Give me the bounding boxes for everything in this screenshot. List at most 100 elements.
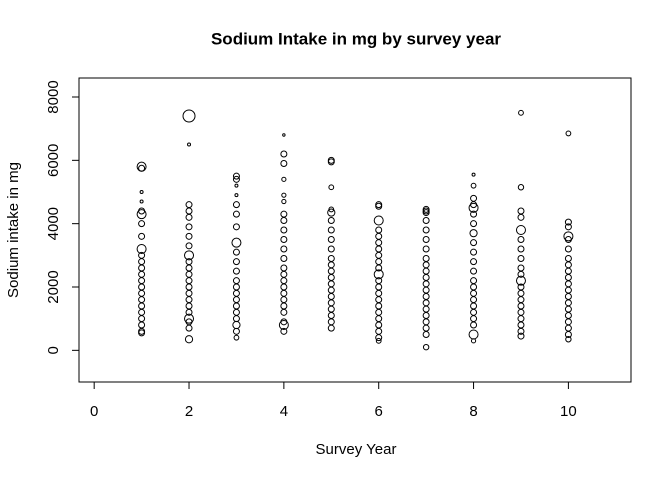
point bbox=[136, 209, 147, 220]
point bbox=[328, 184, 335, 191]
point bbox=[185, 242, 193, 250]
point bbox=[184, 335, 194, 344]
point bbox=[232, 248, 240, 256]
point bbox=[185, 232, 193, 240]
point bbox=[136, 244, 147, 254]
point bbox=[327, 226, 335, 234]
point bbox=[281, 198, 287, 205]
point bbox=[232, 201, 240, 209]
point bbox=[139, 199, 144, 204]
point bbox=[233, 334, 240, 341]
point bbox=[185, 223, 193, 231]
point bbox=[234, 183, 239, 188]
point bbox=[184, 250, 195, 261]
point bbox=[422, 226, 430, 234]
point bbox=[515, 225, 526, 235]
point bbox=[422, 245, 430, 253]
point bbox=[563, 231, 574, 242]
point bbox=[422, 343, 430, 351]
point bbox=[564, 218, 572, 226]
point bbox=[470, 258, 478, 266]
point bbox=[282, 133, 286, 137]
point bbox=[138, 329, 146, 337]
point bbox=[564, 236, 572, 243]
point bbox=[327, 324, 335, 332]
point bbox=[517, 245, 525, 253]
point bbox=[185, 213, 193, 221]
y-tick-label: 8000 bbox=[45, 80, 62, 113]
x-tick-label: 0 bbox=[90, 403, 98, 420]
y-tick-label: 0 bbox=[45, 346, 62, 354]
point bbox=[517, 332, 525, 340]
point bbox=[281, 176, 287, 182]
point bbox=[518, 109, 524, 116]
point bbox=[138, 164, 146, 172]
point bbox=[232, 172, 240, 180]
point bbox=[469, 229, 478, 238]
point bbox=[278, 320, 289, 330]
y-tick-label: 6000 bbox=[45, 144, 62, 177]
x-axis-label: Survey Year bbox=[316, 441, 397, 458]
point bbox=[375, 202, 383, 210]
point bbox=[327, 245, 335, 253]
point bbox=[232, 175, 240, 183]
point bbox=[515, 275, 526, 286]
point bbox=[139, 190, 144, 194]
point bbox=[422, 236, 430, 243]
point bbox=[470, 182, 477, 189]
point bbox=[231, 237, 242, 248]
y-axis-label: Sodium intake in mg bbox=[5, 162, 22, 298]
y-tick-label: 2000 bbox=[45, 270, 62, 303]
point bbox=[138, 232, 146, 240]
point bbox=[470, 267, 478, 275]
point bbox=[327, 236, 335, 243]
point bbox=[280, 236, 288, 243]
point bbox=[470, 248, 478, 256]
point bbox=[422, 331, 430, 338]
point bbox=[470, 210, 478, 218]
point bbox=[517, 184, 525, 191]
point bbox=[517, 213, 525, 221]
point bbox=[280, 245, 288, 253]
point bbox=[232, 267, 240, 275]
point bbox=[280, 150, 288, 158]
y-tick-label: 4000 bbox=[45, 207, 62, 240]
point bbox=[280, 308, 288, 316]
x-tick-label: 10 bbox=[560, 403, 577, 420]
point bbox=[517, 270, 525, 278]
point bbox=[375, 337, 382, 344]
point bbox=[280, 160, 288, 167]
point bbox=[182, 109, 196, 123]
point bbox=[470, 220, 478, 228]
point bbox=[470, 321, 478, 329]
point bbox=[232, 258, 240, 266]
point bbox=[565, 130, 572, 137]
point bbox=[517, 255, 525, 262]
point bbox=[138, 220, 146, 228]
point bbox=[468, 202, 479, 213]
point bbox=[232, 327, 240, 335]
point bbox=[471, 172, 476, 177]
point bbox=[327, 208, 336, 217]
point bbox=[185, 324, 193, 332]
point bbox=[280, 226, 288, 234]
point bbox=[517, 236, 525, 243]
point bbox=[232, 210, 240, 218]
x-tick-label: 6 bbox=[375, 403, 383, 420]
x-tick-label: 2 bbox=[185, 403, 193, 420]
point bbox=[373, 215, 384, 226]
point bbox=[281, 192, 287, 198]
point bbox=[470, 338, 477, 344]
point bbox=[373, 269, 384, 280]
point bbox=[187, 142, 192, 147]
point bbox=[422, 217, 430, 224]
point bbox=[564, 331, 572, 338]
point bbox=[470, 239, 478, 247]
point bbox=[327, 217, 335, 224]
x-tick-label: 8 bbox=[469, 403, 477, 420]
point bbox=[234, 193, 239, 198]
point bbox=[280, 217, 288, 224]
point bbox=[422, 209, 430, 217]
point bbox=[564, 223, 572, 231]
point bbox=[375, 264, 383, 272]
